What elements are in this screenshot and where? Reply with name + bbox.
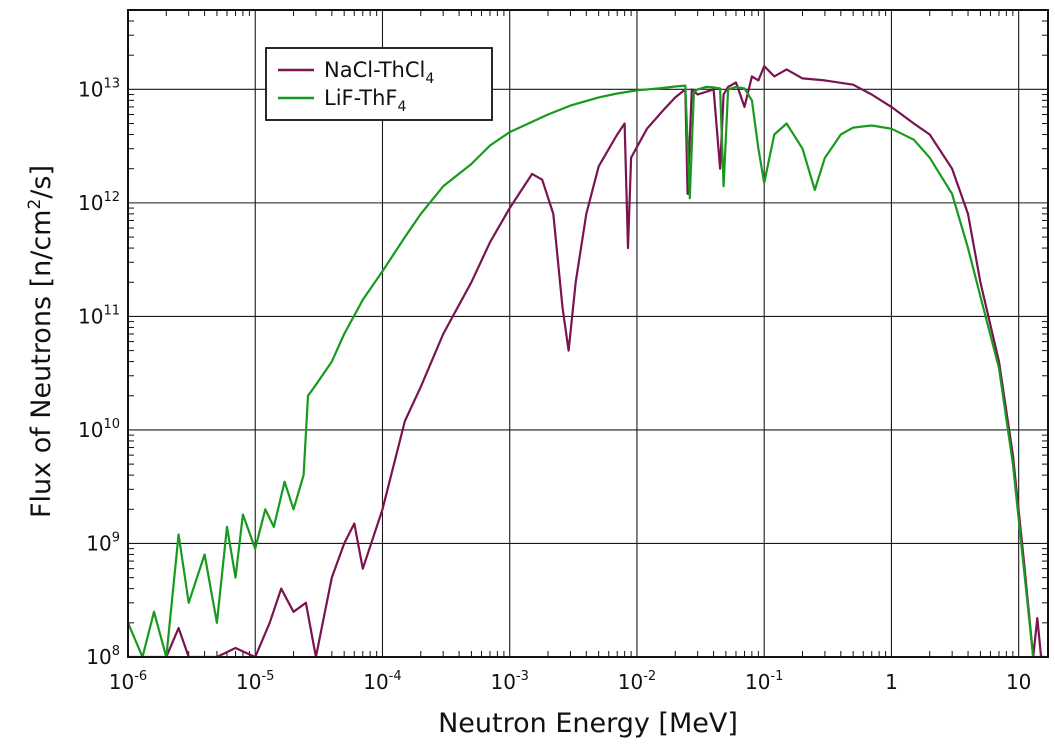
x-tick-base: 10: [745, 670, 770, 694]
x-tick-label: 10-2: [618, 669, 656, 694]
x-tick-exponent: -2: [643, 669, 656, 684]
y-tick-label: 1013: [78, 76, 120, 101]
y-tick-base: 10: [78, 304, 103, 328]
x-tick-label: 10-1: [745, 669, 783, 694]
x-tick-base: 10: [363, 670, 388, 694]
legend-label-base: LiF-ThF: [324, 86, 397, 110]
x-tick-label: 10: [1006, 670, 1031, 694]
legend-label-sub: 4: [425, 71, 434, 87]
y-tick-base: 10: [86, 531, 111, 555]
y-tick-label: 108: [86, 644, 120, 669]
x-tick-label: 10-5: [236, 669, 274, 694]
x-tick-labels: 10-6 10-5 10-4 10-3 10-2 10-1 1 10: [109, 669, 1032, 694]
y-tick-exponent: 10: [103, 417, 120, 432]
x-tick-exponent: -6: [134, 669, 147, 684]
y-axis-title: Flux of Neutrons [n/cm2/s]: [25, 165, 57, 518]
legend-label-base: NaCl-ThCl: [324, 58, 425, 82]
y-tick-base: 10: [86, 645, 111, 669]
y-tick-base: 10: [78, 191, 103, 215]
x-tick-exponent: -4: [389, 669, 402, 684]
x-tick-label: 1: [885, 670, 898, 694]
x-tick-base: 10: [109, 670, 134, 694]
y-tick-exponent: 13: [103, 76, 120, 91]
x-axis-title: Neutron Energy [MeV]: [438, 708, 738, 739]
x-tick-base: 1: [885, 670, 898, 694]
x-tick-exponent: -1: [770, 669, 783, 684]
series-line-1: [128, 84, 1045, 657]
x-tick-exponent: -3: [516, 669, 529, 684]
legend-label: LiF-ThF4: [324, 86, 406, 115]
x-tick-exponent: -5: [261, 669, 274, 684]
y-axis-title-tail: /s]: [26, 165, 57, 199]
series-line-0: [128, 65, 1045, 657]
x-tick-label: 10-6: [109, 669, 147, 694]
y-tick-exponent: 9: [112, 530, 120, 545]
y-tick-label: 1010: [78, 417, 120, 442]
x-tick-base: 10: [491, 670, 516, 694]
y-tick-exponent: 8: [112, 644, 120, 659]
x-tick-base: 10: [618, 670, 643, 694]
y-tick-label: 109: [86, 530, 120, 555]
x-tick-label: 10-4: [363, 669, 401, 694]
y-axis-title-sup: 2: [25, 199, 45, 210]
y-tick-label: 1011: [78, 303, 120, 328]
y-tick-base: 10: [78, 77, 103, 101]
legend-box: [265, 47, 493, 121]
y-tick-base: 10: [78, 418, 103, 442]
plot-frame: [127, 9, 1049, 658]
y-tick-exponent: 12: [103, 190, 120, 205]
x-tick-base: 10: [1006, 670, 1031, 694]
x-tick-base: 10: [236, 670, 261, 694]
x-tick-label: 10-3: [491, 669, 529, 694]
y-tick-label: 1012: [78, 190, 120, 215]
series-lines: [128, 65, 1045, 657]
legend-label-sub: 4: [397, 99, 406, 115]
y-axis-title-base: Flux of Neutrons [n/cm: [26, 210, 57, 519]
y-tick-exponent: 11: [103, 303, 120, 318]
legend-label: NaCl-ThCl4: [324, 58, 434, 87]
